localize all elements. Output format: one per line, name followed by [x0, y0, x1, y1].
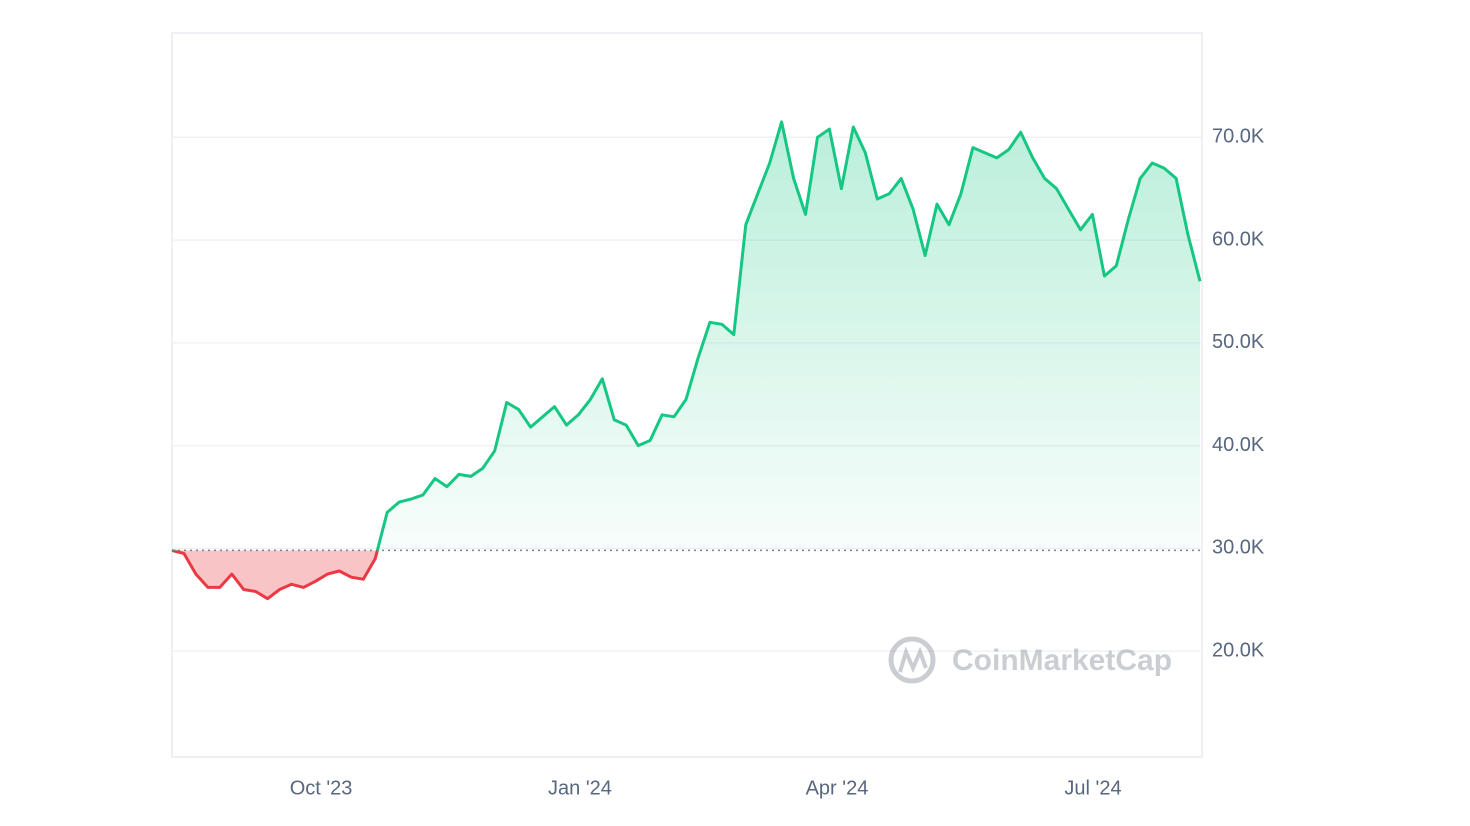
- watermark-logo-mark: [898, 646, 928, 673]
- x-tick-label: Jan '24: [548, 777, 612, 799]
- plot-frame: [171, 32, 1203, 758]
- watermark-logo: [888, 636, 936, 684]
- price-line: [171, 120, 1202, 601]
- area-fill: [172, 121, 1200, 599]
- watermark-text: CoinMarketCap: [952, 644, 1172, 677]
- x-tick-label: Jul '24: [1064, 777, 1121, 799]
- y-tick-label: 30.0K: [1212, 537, 1265, 559]
- y-tick-label: 20.0K: [1212, 639, 1265, 661]
- y-tick-label: 70.0K: [1212, 126, 1265, 148]
- y-tick-label: 50.0K: [1212, 331, 1265, 353]
- y-tick-label: 60.0K: [1212, 228, 1265, 250]
- x-tick-label: Apr '24: [806, 777, 869, 799]
- x-tick-label: Oct '23: [290, 777, 353, 799]
- watermark: CoinMarketCap: [888, 636, 1172, 684]
- y-tick-label: 40.0K: [1212, 434, 1265, 456]
